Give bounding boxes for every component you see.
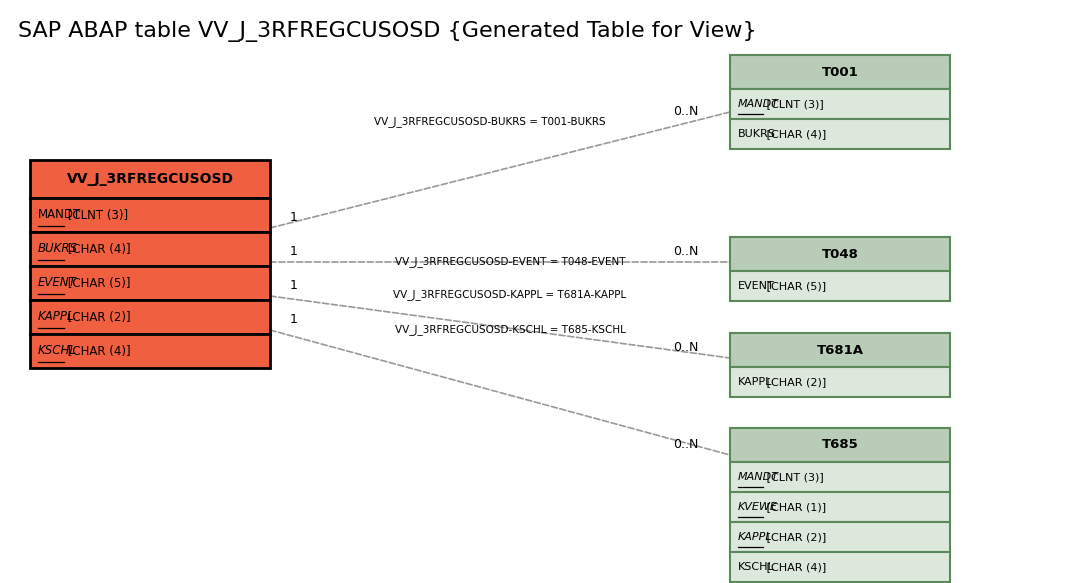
Text: KAPPL: KAPPL [738, 377, 772, 387]
Text: VV_J_3RFREGCUSOSD-KSCHL = T685-KSCHL: VV_J_3RFREGCUSOSD-KSCHL = T685-KSCHL [394, 325, 625, 335]
Bar [30, 232, 270, 266]
Text: 1: 1 [291, 245, 298, 258]
Text: BUKRS: BUKRS [38, 243, 78, 255]
Text: [CLNT (3)]: [CLNT (3)] [64, 209, 129, 222]
Text: 0..N: 0..N [672, 105, 698, 118]
Text: MANDT: MANDT [38, 209, 81, 222]
Text: [CHAR (2)]: [CHAR (2)] [64, 311, 131, 324]
Bar [30, 198, 270, 232]
Text: T048: T048 [821, 248, 859, 261]
Text: VV_J_3RFREGCUSOSD-EVENT = T048-EVENT: VV_J_3RFREGCUSOSD-EVENT = T048-EVENT [394, 257, 625, 268]
Text: [CHAR (4)]: [CHAR (4)] [64, 243, 131, 255]
Text: [CLNT (3)]: [CLNT (3)] [763, 472, 823, 482]
Text: 0..N: 0..N [672, 438, 698, 451]
Bar [730, 237, 950, 271]
Text: KVEWE: KVEWE [738, 502, 778, 512]
Bar [730, 271, 950, 301]
Text: VV_J_3RFREGCUSOSD: VV_J_3RFREGCUSOSD [66, 172, 234, 186]
Bar [730, 89, 950, 119]
Bar [730, 55, 950, 89]
Text: EVENT: EVENT [38, 276, 76, 290]
Text: 1: 1 [291, 211, 298, 224]
Text: T685: T685 [821, 438, 859, 451]
Text: [CHAR (2)]: [CHAR (2)] [763, 377, 827, 387]
Text: 1: 1 [291, 279, 298, 292]
Text: EVENT: EVENT [738, 281, 775, 291]
Text: [CHAR (5)]: [CHAR (5)] [763, 281, 825, 291]
Text: T001: T001 [821, 65, 859, 79]
Text: KAPPL: KAPPL [38, 311, 74, 324]
Bar [730, 333, 950, 367]
Text: [CLNT (3)]: [CLNT (3)] [763, 99, 823, 109]
Text: T681A: T681A [817, 343, 864, 356]
Text: 1: 1 [291, 313, 298, 326]
Bar [30, 300, 270, 334]
Text: SAP ABAP table VV_J_3RFREGCUSOSD {Generated Table for View}: SAP ABAP table VV_J_3RFREGCUSOSD {Genera… [18, 22, 757, 43]
Text: [CHAR (1)]: [CHAR (1)] [763, 502, 825, 512]
Bar [730, 462, 950, 492]
Bar [30, 266, 270, 300]
Bar [730, 428, 950, 462]
Text: [CHAR (2)]: [CHAR (2)] [763, 532, 827, 542]
Text: [CHAR (4)]: [CHAR (4)] [64, 345, 131, 357]
Bar [730, 522, 950, 552]
Text: VV_J_3RFREGCUSOSD-KAPPL = T681A-KAPPL: VV_J_3RFREGCUSOSD-KAPPL = T681A-KAPPL [393, 290, 627, 300]
Text: 0..N: 0..N [672, 245, 698, 258]
Text: VV_J_3RFREGCUSOSD-BUKRS = T001-BUKRS: VV_J_3RFREGCUSOSD-BUKRS = T001-BUKRS [374, 117, 606, 128]
Text: MANDT: MANDT [738, 99, 779, 109]
Text: MANDT: MANDT [738, 472, 779, 482]
Bar [730, 552, 950, 582]
Bar [730, 119, 950, 149]
Text: [CHAR (5)]: [CHAR (5)] [64, 276, 131, 290]
Bar [30, 334, 270, 368]
Text: 0..N: 0..N [672, 341, 698, 354]
Text: KSCHL: KSCHL [38, 345, 77, 357]
Text: KSCHL: KSCHL [738, 562, 775, 572]
Bar [730, 492, 950, 522]
Text: KAPPL: KAPPL [738, 532, 773, 542]
Text: BUKRS: BUKRS [738, 129, 776, 139]
Bar [30, 160, 270, 198]
Text: [CHAR (4)]: [CHAR (4)] [763, 129, 827, 139]
Bar [730, 367, 950, 397]
Text: [CHAR (4)]: [CHAR (4)] [763, 562, 827, 572]
